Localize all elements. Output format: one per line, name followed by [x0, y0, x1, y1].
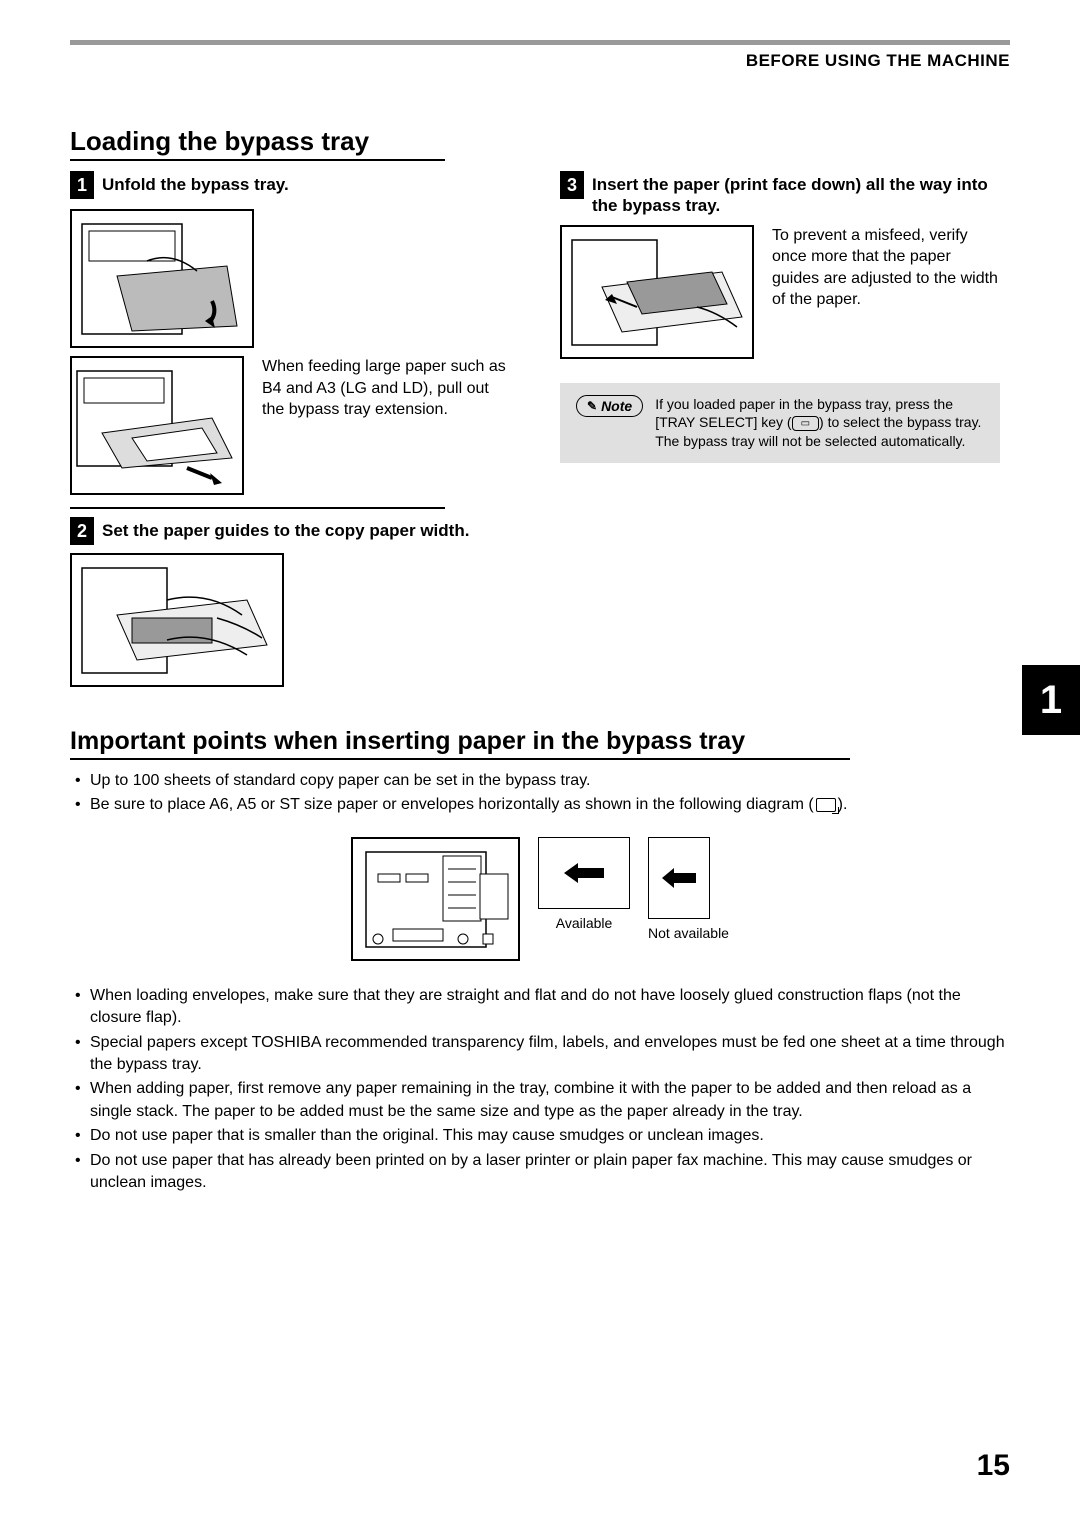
step-2-illustration [70, 553, 284, 687]
tray-select-key-icon: ▭ [792, 416, 819, 432]
step-1-illustration-b [70, 356, 244, 495]
arrow-left-icon [564, 863, 604, 883]
bullet-bottom-2: When adding paper, first remove any pape… [70, 1078, 1010, 1123]
step-1b-desc: When feeding large paper such as B4 and … [262, 356, 510, 495]
printer-icon [77, 216, 247, 341]
step-3-illustration [560, 225, 754, 359]
step-1b-row: When feeding large paper such as B4 and … [70, 356, 510, 495]
bullet-bottom-0: When loading envelopes, make sure that t… [70, 985, 1010, 1030]
available-box [538, 837, 630, 909]
note-text: If you loaded paper in the bypass tray, … [655, 395, 984, 452]
step-2-divider [70, 507, 445, 509]
bullet-top-1: Be sure to place A6, A5 or ST size paper… [70, 794, 1010, 816]
step-2-number: 2 [70, 517, 94, 545]
bullet-top-0: Up to 100 sheets of standard copy paper … [70, 770, 1010, 792]
insert-paper-icon [567, 232, 747, 352]
two-column-layout: 1 Unfold the bypass tray. [70, 171, 1010, 687]
left-column: 1 Unfold the bypass tray. [70, 171, 510, 687]
bullet-bottom-4: Do not use paper that has already been p… [70, 1150, 1010, 1195]
step-1-header: 1 Unfold the bypass tray. [70, 171, 510, 199]
section-2-underline [70, 758, 850, 760]
bullet-bottom-1: Special papers except TOSHIBA recommende… [70, 1032, 1010, 1077]
printer-top-view [351, 837, 520, 961]
bullet-bottom-3: Do not use paper that is smaller than th… [70, 1125, 1010, 1147]
step-3-title: Insert the paper (print face down) all t… [592, 171, 1000, 217]
main-title: Loading the bypass tray [70, 126, 1010, 157]
available-group: Available [538, 837, 630, 931]
step-1-title: Unfold the bypass tray. [102, 171, 289, 195]
step-1-number: 1 [70, 171, 94, 199]
title-underline [70, 159, 445, 161]
arrow-left-icon [662, 868, 696, 888]
section-2-title: Important points when inserting paper in… [70, 727, 1010, 756]
orientation-inline-icon [816, 798, 836, 812]
note-label: Note [601, 398, 632, 414]
step-3-number: 3 [560, 171, 584, 199]
bullets-top: Up to 100 sheets of standard copy paper … [70, 770, 1010, 817]
not-available-box [648, 837, 710, 919]
step-2-title: Set the paper guides to the copy paper w… [102, 517, 469, 541]
step-3-desc: To prevent a misfeed, verify once more t… [772, 225, 1000, 359]
page-number: 15 [977, 1449, 1010, 1483]
printer-top-icon [358, 844, 513, 954]
available-label: Available [538, 915, 630, 931]
note-badge: ✎ Note [576, 395, 643, 417]
step-3-header: 3 Insert the paper (print face down) all… [560, 171, 1000, 217]
not-available-label: Not available [648, 925, 729, 941]
note-box: ✎ Note If you loaded paper in the bypass… [560, 383, 1000, 464]
page: BEFORE USING THE MACHINE Loading the byp… [0, 0, 1080, 1528]
header-rule [70, 40, 1010, 45]
bullet-top-1-text: Be sure to place A6, A5 or ST size paper… [90, 796, 814, 813]
header-section: BEFORE USING THE MACHINE [70, 51, 1010, 71]
printer-extension-icon [72, 363, 242, 488]
step-1-illustration-a [70, 209, 254, 348]
step-3-row: To prevent a misfeed, verify once more t… [560, 225, 1000, 359]
bullets-bottom: When loading envelopes, make sure that t… [70, 985, 1010, 1195]
right-column: 3 Insert the paper (print face down) all… [560, 171, 1000, 687]
not-available-group: Not available [648, 837, 729, 941]
pencil-icon: ✎ [587, 399, 597, 413]
step-2-header: 2 Set the paper guides to the copy paper… [70, 517, 510, 545]
orientation-diagram: Available Not available [70, 837, 1010, 961]
section-2: Important points when inserting paper in… [70, 727, 1010, 1194]
chapter-tab: 1 [1022, 665, 1080, 735]
paper-guides-icon [77, 560, 277, 680]
